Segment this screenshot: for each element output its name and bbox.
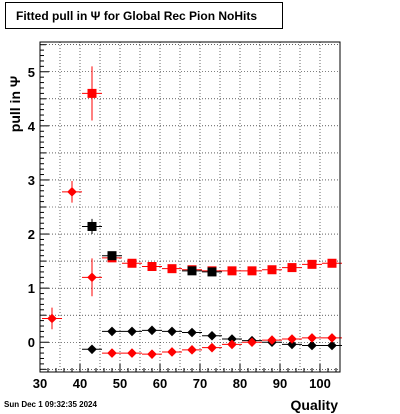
series-layer [42,66,342,359]
data-point [147,349,157,359]
x-tick-label: 70 [193,376,207,391]
x-tick-label: 80 [233,376,247,391]
data-point [167,347,177,357]
y-tick-label: 1 [28,281,35,296]
data-point [227,339,237,350]
data-point [87,221,97,231]
data-point [67,187,77,197]
data-point [247,337,257,348]
y-tick-label: 2 [28,227,35,242]
data-point [307,340,317,351]
data-point [227,266,237,276]
data-point [107,251,117,261]
data-point [267,265,277,275]
data-point [227,334,237,344]
y-tick-label: 4 [28,119,36,134]
y-tick-label: 3 [28,173,35,188]
data-point [107,326,117,337]
data-point [87,88,97,98]
x-axis-label: Quality [291,397,339,413]
series-0 [82,66,342,276]
data-point [287,339,297,350]
x-tick-label: 90 [273,376,287,391]
data-point [287,263,297,273]
y-tick-label: 5 [28,65,35,80]
x-tick-label: 40 [73,376,87,391]
y-axis-label: pull in Ψ [7,76,23,132]
y-tick-label: 0 [28,335,35,350]
data-point [87,344,97,355]
series-1 [82,218,222,277]
data-point [247,266,257,276]
data-point [267,335,277,345]
data-point [187,266,197,276]
data-point [147,325,157,336]
data-point [127,258,137,268]
data-point [187,345,197,355]
timestamp-footer: Sun Dec 1 09:32:35 2024 [4,400,97,409]
data-point [47,313,57,324]
x-tick-label: 60 [153,376,167,391]
data-point [327,258,337,268]
data-point [127,326,137,337]
axis-layer: 30 40 50 60 70 80 90 100 0 1 2 3 4 5 [28,44,337,391]
data-point [207,330,217,341]
data-point [147,262,157,272]
data-point [327,333,337,343]
x-tick-label: 30 [33,376,47,391]
data-point [127,348,137,358]
data-point [287,334,297,344]
data-point [107,348,117,358]
series-3 [42,181,342,359]
x-tick-label: 50 [113,376,127,391]
data-point [327,340,337,351]
data-point [307,333,317,343]
data-point [87,272,97,283]
data-point [207,267,217,277]
data-point [167,264,177,274]
data-point [167,326,177,337]
data-point [187,327,197,338]
x-tick-label: 100 [309,376,331,391]
grid-layer [39,42,341,372]
chart-title: Fitted pull in Ψ for Global Rec Pion NoH… [5,2,283,29]
data-point [307,259,317,269]
data-point [207,342,217,353]
